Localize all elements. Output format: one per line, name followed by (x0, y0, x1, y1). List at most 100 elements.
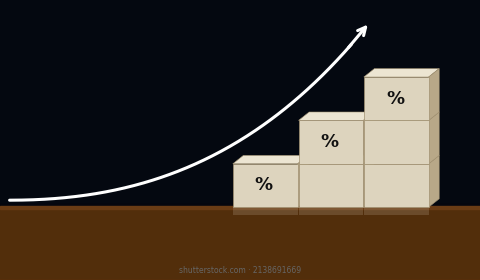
Bar (0, 205, 480, 206)
Bar (0, 205, 480, 207)
Polygon shape (429, 112, 439, 164)
Bar (0, 219, 480, 278)
Bar (0, 204, 480, 206)
Bar (0, 205, 480, 207)
Bar (0, 254, 480, 279)
Bar (0, 265, 480, 279)
Bar (0, 205, 480, 206)
Bar (0, 259, 480, 279)
Bar (0, 204, 480, 206)
Bar (0, 206, 480, 209)
Bar (0, 204, 480, 206)
Bar (0, 205, 480, 207)
Bar (0, 204, 480, 206)
Bar (0, 218, 480, 278)
Bar (0, 205, 480, 207)
Bar (0, 204, 480, 206)
Bar (0, 204, 480, 206)
Bar (0, 205, 480, 207)
Bar (0, 205, 480, 207)
Bar (0, 204, 480, 206)
Polygon shape (364, 112, 439, 120)
Bar (0, 204, 480, 206)
Bar (0, 205, 480, 207)
Bar (0, 205, 480, 207)
Bar (0, 211, 480, 278)
Bar (0, 204, 480, 206)
Bar (0, 204, 480, 206)
Bar (0, 217, 480, 278)
Polygon shape (299, 155, 374, 164)
Bar (0, 204, 480, 206)
Bar (0, 204, 480, 206)
Bar (0, 205, 480, 207)
Bar (0, 204, 480, 206)
Bar (0, 205, 480, 207)
Bar (0, 241, 480, 279)
Bar (0, 242, 480, 279)
Bar (0, 225, 480, 278)
Bar (0, 205, 480, 207)
Bar (0, 204, 480, 206)
Bar (0, 240, 480, 279)
Bar (0, 204, 480, 206)
Bar (0, 255, 480, 279)
Bar (0, 204, 480, 206)
Bar (0, 249, 480, 279)
Bar (0, 260, 480, 279)
Bar (0, 204, 480, 206)
Bar (0, 234, 480, 279)
Bar (0, 204, 480, 206)
Bar (0, 205, 480, 207)
Bar (0, 205, 480, 206)
Bar (0, 262, 480, 279)
Bar (0, 204, 480, 206)
Bar (0, 204, 480, 206)
Bar (0, 204, 480, 206)
Bar (0, 204, 480, 206)
Bar (0, 205, 480, 207)
Bar (0, 228, 480, 278)
Bar (0, 205, 480, 207)
Bar (0, 276, 480, 279)
Bar (0, 204, 480, 206)
Bar (0, 231, 480, 279)
Bar (0, 205, 480, 206)
Polygon shape (298, 155, 308, 207)
Bar (0, 205, 480, 207)
Bar (0, 237, 480, 279)
Bar (0, 238, 480, 279)
Bar (0, 205, 480, 206)
Bar (0, 264, 480, 279)
Bar (0, 205, 480, 207)
Polygon shape (364, 155, 439, 164)
Bar (0, 276, 480, 279)
Bar (0, 278, 480, 279)
Bar (0, 204, 480, 206)
Bar (0, 229, 480, 278)
FancyBboxPatch shape (233, 207, 298, 215)
Bar (0, 205, 480, 207)
Bar (0, 273, 480, 279)
Bar (0, 205, 480, 206)
Bar (0, 256, 480, 279)
Bar (0, 204, 480, 206)
Bar (0, 204, 480, 206)
Bar (0, 215, 480, 278)
Bar (0, 267, 480, 279)
Bar (0, 245, 480, 279)
Bar (0, 250, 480, 279)
Polygon shape (429, 155, 439, 207)
Bar (0, 205, 480, 207)
Bar (0, 239, 480, 279)
Bar (0, 205, 480, 206)
Bar (0, 248, 480, 279)
Bar (0, 204, 480, 206)
Bar (0, 244, 480, 279)
Bar (0, 205, 480, 207)
Bar (0, 205, 480, 207)
Bar (0, 204, 480, 206)
Bar (0, 204, 480, 206)
Bar (0, 258, 480, 279)
Bar (0, 204, 480, 206)
